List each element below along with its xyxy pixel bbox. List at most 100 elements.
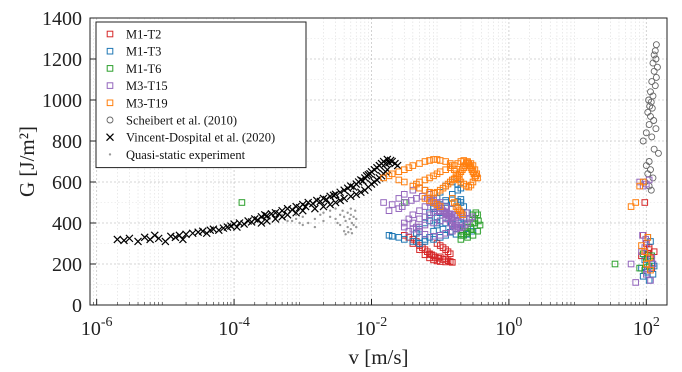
data-point bbox=[301, 202, 310, 211]
data-point bbox=[643, 260, 650, 268]
data-point bbox=[430, 156, 437, 163]
data-point bbox=[641, 199, 649, 206]
data-point bbox=[432, 254, 439, 261]
data-point bbox=[120, 236, 128, 245]
data-point bbox=[444, 257, 452, 265]
data-point bbox=[652, 73, 660, 81]
series-quasi-static-experiment bbox=[265, 207, 358, 236]
data-point bbox=[140, 233, 149, 242]
data-point bbox=[639, 137, 647, 145]
data-point bbox=[650, 67, 658, 75]
plot-frame bbox=[89, 17, 668, 306]
data-point bbox=[301, 215, 304, 219]
data-point bbox=[301, 223, 304, 227]
data-point bbox=[627, 203, 635, 210]
legend-marker bbox=[106, 99, 114, 107]
data-point bbox=[405, 215, 413, 223]
data-point bbox=[645, 121, 653, 129]
data-point bbox=[642, 236, 650, 243]
data-point bbox=[457, 196, 465, 203]
x-tick-label: 10-6 bbox=[81, 315, 113, 340]
data-point bbox=[421, 186, 429, 194]
data-point bbox=[436, 217, 444, 225]
data-point bbox=[468, 213, 476, 221]
series-scheibert-et-al-2010 bbox=[639, 41, 662, 194]
data-point bbox=[400, 219, 408, 227]
legend-label: M3-T19 bbox=[126, 96, 168, 110]
data-point bbox=[472, 172, 480, 180]
data-point bbox=[278, 212, 287, 221]
data-point bbox=[448, 259, 456, 266]
data-point bbox=[442, 158, 449, 165]
data-point bbox=[647, 186, 655, 194]
data-point bbox=[292, 208, 301, 217]
x-axis-label: v [m/s] bbox=[348, 345, 408, 369]
data-point bbox=[150, 231, 159, 240]
data-point bbox=[182, 230, 190, 239]
data-point bbox=[405, 164, 413, 171]
data-point bbox=[474, 227, 481, 235]
data-point bbox=[443, 210, 451, 218]
data-point bbox=[641, 248, 649, 255]
data-point bbox=[451, 219, 459, 227]
data-point bbox=[448, 195, 456, 202]
data-point bbox=[395, 195, 403, 202]
data-point bbox=[322, 211, 325, 214]
data-point bbox=[348, 217, 351, 221]
data-point bbox=[452, 174, 460, 182]
data-point bbox=[466, 215, 474, 223]
data-point bbox=[449, 217, 457, 225]
data-point bbox=[430, 172, 437, 180]
legend-label: Quasi-static experiment bbox=[126, 148, 246, 162]
y-tick-label: 200 bbox=[52, 254, 82, 276]
data-point bbox=[463, 229, 470, 237]
data-point bbox=[336, 221, 339, 225]
data-point bbox=[388, 201, 396, 208]
data-point bbox=[352, 215, 355, 219]
data-point bbox=[435, 254, 442, 262]
data-point bbox=[352, 190, 361, 199]
data-point bbox=[632, 279, 639, 286]
data-point bbox=[448, 227, 456, 235]
data-point bbox=[409, 182, 417, 190]
data-point bbox=[322, 219, 325, 223]
y-axis-ticks: 0 200 400 600 800 1000 1200 1400 bbox=[42, 8, 96, 317]
data-point bbox=[426, 211, 433, 219]
data-point bbox=[286, 219, 289, 223]
data-point bbox=[627, 260, 635, 268]
data-point bbox=[350, 221, 354, 225]
data-point bbox=[342, 215, 346, 219]
data-point bbox=[342, 230, 346, 233]
data-point bbox=[430, 209, 437, 217]
y-tick-label: 1000 bbox=[42, 90, 82, 112]
data-point bbox=[638, 252, 645, 260]
legend-label: M1-T6 bbox=[126, 62, 161, 76]
data-point bbox=[385, 232, 393, 239]
y-tick-label: 1200 bbox=[42, 49, 82, 71]
legend-marker bbox=[108, 153, 112, 156]
data-point bbox=[347, 231, 350, 234]
data-point bbox=[340, 194, 349, 203]
data-point bbox=[413, 223, 420, 231]
x-tick-label: 100 bbox=[495, 315, 522, 340]
data-point bbox=[194, 228, 203, 237]
x-axis-ticks: 10-6 10-4 10-2 100 102 bbox=[81, 299, 660, 340]
data-point bbox=[308, 199, 317, 208]
data-point bbox=[650, 117, 658, 124]
data-point bbox=[346, 211, 349, 214]
data-point bbox=[235, 219, 244, 227]
data-point bbox=[125, 234, 134, 243]
data-point bbox=[639, 178, 647, 186]
data-point bbox=[469, 178, 477, 186]
data-point bbox=[307, 221, 310, 225]
data-point bbox=[154, 234, 163, 243]
data-point bbox=[459, 211, 466, 219]
data-point bbox=[380, 199, 387, 206]
data-point bbox=[647, 277, 654, 284]
data-point bbox=[647, 266, 654, 274]
data-point bbox=[654, 149, 662, 157]
data-point bbox=[346, 225, 349, 229]
data-point bbox=[340, 186, 349, 195]
data-point bbox=[304, 198, 313, 207]
data-point bbox=[232, 223, 241, 232]
